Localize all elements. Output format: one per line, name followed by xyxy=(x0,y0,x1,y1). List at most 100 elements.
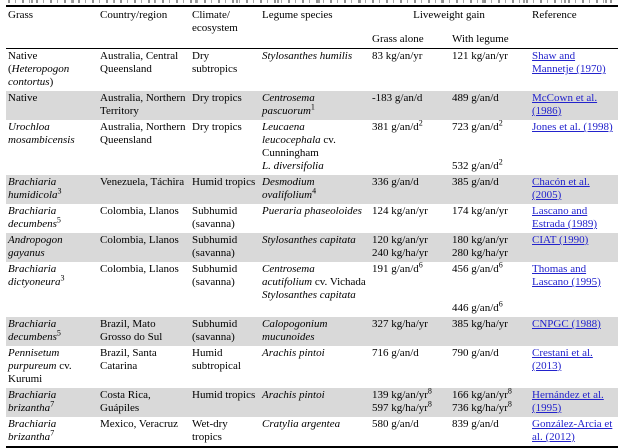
legume-cell: Stylosanthes humilis xyxy=(262,50,353,62)
header-liveweight-gain-group: Liveweight gain xyxy=(370,6,530,24)
grass-alone-cell: 381 g/an/d2 xyxy=(372,120,423,133)
reference-link[interactable]: CNPGC (1988) xyxy=(532,318,601,330)
legume-cell: Centrosema acutifolium cv. Vichada Stylos… xyxy=(262,263,366,301)
with-legume-cell: 174 kg/an/yr xyxy=(452,205,508,217)
header-reference: Reference xyxy=(530,6,619,49)
grass-cell: Brachiaria decumbens5 xyxy=(8,205,61,230)
with-legume-cell: 723 g/an/d2 532 g/an/d2 xyxy=(452,120,503,172)
table-row: Brachiaria brizantha7 Mexico, Veracruz Wet… xyxy=(6,417,618,447)
table-row: Pennisetum purpureum cv. Kurumi Brazil, S… xyxy=(6,346,618,388)
cropped-caption-remnant xyxy=(8,0,614,4)
reference-link[interactable]: Chacón et al. (2005) xyxy=(532,176,590,201)
country-cell: Australia, Northern Queensland xyxy=(100,121,186,146)
grass-alone-cell: 83 kg/an/yr xyxy=(372,50,423,62)
reference-cell: Hernández et al. (1995) xyxy=(530,388,618,417)
header-with-legume: With legume xyxy=(450,24,531,49)
grass-alone-cell: 191 g/an/d6 xyxy=(372,262,423,275)
country-cell: Colombia, Llanos xyxy=(100,205,179,217)
reference-link[interactable]: Hernández et al. (1995) xyxy=(532,389,604,414)
grass-cell: Native xyxy=(8,92,38,104)
climate-cell: Wet-dry tropics xyxy=(192,418,228,443)
country-cell: Colombia, Llanos xyxy=(100,234,179,246)
with-legume-cell: 839 g/an/d xyxy=(452,418,499,430)
legume-cell: Arachis pintoi xyxy=(262,389,325,401)
reference-link[interactable]: McCown et al. (1986) xyxy=(532,92,598,117)
with-legume-cell: 166 kg/an/yr8 736 kg/ha/yr8 xyxy=(452,388,512,414)
reference-link[interactable]: González-Arcia et al. (2012) xyxy=(532,418,613,443)
legume-cell: Pueraria phaseoloides xyxy=(262,205,362,217)
with-legume-cell: 385 g/an/d xyxy=(452,176,499,188)
grass-alone-cell: 580 g/an/d xyxy=(372,418,419,430)
reference-cell: Shaw and Mannetje (1970) xyxy=(530,49,618,92)
table-row: Andropogon gayanus Colombia, Llanos Subhum… xyxy=(6,233,619,262)
grass-alone-cell: 139 kg/an/yr8 597 kg/ha/yr8 xyxy=(372,388,432,414)
table-row: Brachiaria brizantha7 Costa Rica, Guápile… xyxy=(6,388,619,417)
legume-cell: Centrosema pascuorum1 xyxy=(262,92,315,117)
with-legume-cell: 385 kg/ha/yr xyxy=(452,318,508,330)
country-cell: Brazil, Mato Grosso do Sul xyxy=(100,318,163,343)
legume-cell: Desmodium ovalifolium4 xyxy=(262,176,317,201)
header-grass-alone: Grass alone xyxy=(370,24,450,49)
grass-cell: Brachiaria brizantha7 xyxy=(8,418,57,443)
grass-cell: Urochloa mosambicensis xyxy=(8,121,75,146)
country-cell: Venezuela, Táchira xyxy=(100,176,185,188)
climate-cell: Dry subtropics xyxy=(192,50,238,75)
reference-cell: McCown et al. (1986) xyxy=(530,91,618,120)
grass-cell: Andropogon gayanus xyxy=(8,234,63,259)
reference-cell: González-Arcia et al. (2012) xyxy=(530,417,618,447)
country-cell: Brazil, Santa Catarina xyxy=(100,347,157,372)
with-legume-cell: 790 g/an/d xyxy=(452,347,499,359)
country-cell: Colombia, Llanos xyxy=(100,263,179,275)
climate-cell: Subhumid (savanna) xyxy=(192,263,238,288)
reference-link[interactable]: CIAT (1990) xyxy=(532,234,589,246)
reference-link[interactable]: Shaw and Mannetje (1970) xyxy=(532,50,606,75)
table-row: Brachiaria decumbens5 Brazil, Mato Grosso… xyxy=(6,317,619,346)
table-row: Urochloa mosambicensis Australia, Norther… xyxy=(6,120,618,175)
legume-cell: Arachis pintoi xyxy=(262,347,325,359)
reference-cell: Crestani et al. (2013) xyxy=(530,346,618,388)
reference-link[interactable]: Lascano and Estrada (1989) xyxy=(532,205,598,230)
header-grass: Grass xyxy=(6,6,98,49)
table-header: Grass Country/region Climate/ ecosystem … xyxy=(6,6,619,49)
header-climate-ecosystem: Climate/ ecosystem xyxy=(190,6,260,49)
grass-cell: Native (Heteropogon contortus) xyxy=(8,50,70,88)
country-cell: Mexico, Veracruz xyxy=(100,418,178,430)
climate-cell: Humid tropics xyxy=(192,389,256,401)
legume-cell: Stylosanthes capitata xyxy=(262,234,356,246)
table-body: Native (Heteropogon contortus) Australia, … xyxy=(6,49,619,448)
grass-alone-cell: 120 kg/an/yr 240 kg/ha/yr xyxy=(372,234,428,259)
country-cell: Australia, Central Queensland xyxy=(100,50,179,75)
with-legume-cell: 180 kg/an/yr 280 kg/ha/yr xyxy=(452,234,508,259)
reference-link[interactable]: Crestani et al. (2013) xyxy=(532,347,593,372)
with-legume-cell: 489 g/an/d xyxy=(452,92,499,104)
grass-cell: Brachiaria dictyoneura3 xyxy=(8,263,65,288)
reference-cell: Thomas and Lascano (1995) xyxy=(530,262,618,317)
climate-cell: Humid subtropical xyxy=(192,347,241,372)
table-row: Brachiaria decumbens5 Colombia, Llanos Sub… xyxy=(6,204,618,233)
country-cell: Costa Rica, Guápiles xyxy=(100,389,151,414)
climate-cell: Dry tropics xyxy=(192,92,242,104)
header-liveweight-gain-label: Liveweight gain xyxy=(413,9,485,21)
reference-link[interactable]: Thomas and Lascano (1995) xyxy=(532,263,601,288)
climate-cell: Subhumid (savanna) xyxy=(192,205,238,230)
table-row: Native (Heteropogon contortus) Australia, … xyxy=(6,49,618,92)
reference-cell: Jones et al. (1998) xyxy=(530,120,618,175)
grass-cell: Brachiaria brizantha7 xyxy=(8,389,57,414)
legume-cell: Leucaena leucocephala cv. Cunningham L. d… xyxy=(262,121,336,172)
table-row: Native Australia, Northern Territory Dry t… xyxy=(6,91,619,120)
country-cell: Australia, Northern Territory xyxy=(100,92,186,117)
cropped-text-fragment xyxy=(8,0,614,3)
reference-cell: CIAT (1990) xyxy=(530,233,618,262)
legume-cell: Cratylia argentea xyxy=(262,418,341,430)
grass-cell: Brachiaria decumbens5 xyxy=(8,318,61,343)
with-legume-cell: 121 kg/an/yr xyxy=(452,50,508,62)
climate-cell: Subhumid (savanna) xyxy=(192,318,238,343)
table-row: Brachiaria humidicola3 Venezuela, Táchira… xyxy=(6,175,619,204)
legume-cell: Calopogonium mucunoides xyxy=(262,318,328,343)
reference-cell: CNPGC (1988) xyxy=(530,317,618,346)
grass-alone-cell: 716 g/an/d xyxy=(372,347,419,359)
grass-cell: Brachiaria humidicola3 xyxy=(8,176,62,201)
grass-alone-cell: 327 kg/ha/yr xyxy=(372,318,428,330)
header-country-region: Country/region xyxy=(98,6,190,49)
reference-link[interactable]: Jones et al. (1998) xyxy=(532,121,613,133)
